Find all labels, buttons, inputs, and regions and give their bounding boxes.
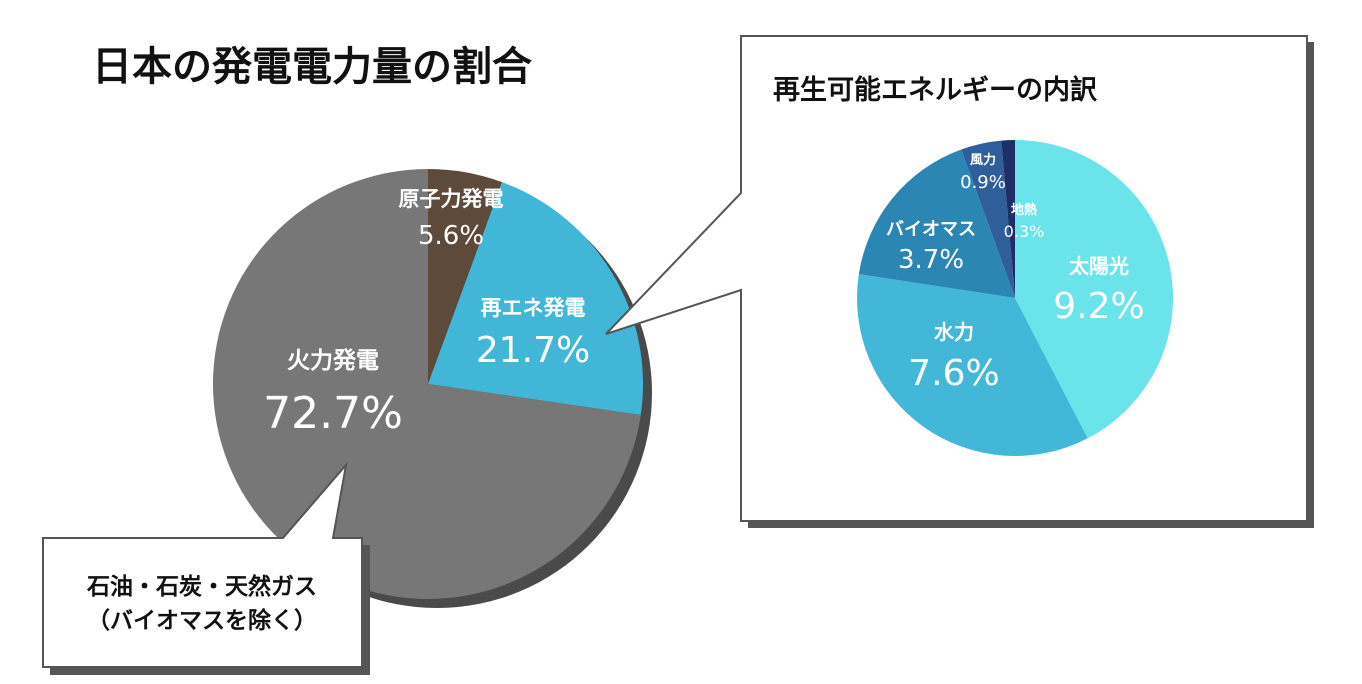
breakdown-slice-value-1: 7.6% (908, 353, 999, 394)
callout-line-1: 石油・石炭・天然ガス (86, 573, 317, 600)
main-slice-value-1: 21.7% (476, 330, 590, 371)
breakdown-slice-label-3: 風力 (970, 152, 996, 168)
breakdown-slice-0 (1015, 140, 1173, 439)
main-slice-label-2: 火力発電 (287, 348, 379, 374)
breakdown-slice-value-2: 3.7% (898, 245, 964, 275)
thermal-callout: 石油・石炭・天然ガス （バイオマスを除く） (42, 461, 370, 675)
main-slice-label-1: 再エネ発電 (481, 296, 586, 320)
breakdown-slice-1 (857, 274, 1088, 456)
breakdown-pie: 太陽光 9.2% 水力 7.6% バイオマス 3.7% 風力 0.9% 地熱 0.3% (857, 140, 1173, 456)
main-slice-2 (212, 169, 641, 599)
main-slice-0 (428, 169, 503, 384)
main-slice-value-2: 72.7% (263, 388, 403, 439)
breakdown-slice-label-1: 水力 (934, 320, 974, 344)
breakdown-slice-value-3: 0.9% (960, 172, 1006, 193)
breakdown-slice-2 (858, 149, 1015, 298)
callout-box (42, 461, 363, 668)
breakdown-slice-value-0: 9.2% (1053, 286, 1144, 327)
breakdown-slice-label-2: バイオマス (886, 219, 976, 240)
main-title: 日本の発電電力量の割合 (92, 44, 532, 90)
breakdown-slice-label-0: 太陽光 (1069, 254, 1129, 278)
main-slice-label-0: 原子力発電 (399, 187, 504, 211)
breakdown-slice-3 (961, 140, 1015, 298)
main-slice-value-0: 5.6% (418, 221, 484, 251)
breakdown-slice-value-4: 0.3% (1004, 222, 1045, 241)
callout-line-2: （バイオマスを除く） (87, 607, 317, 634)
breakdown-title: 再生可能エネルギーの内訳 (773, 74, 1098, 106)
main-slice-1 (428, 182, 643, 415)
breakdown-slice-label-4: 地熱 (1011, 202, 1037, 218)
breakdown-slice-4 (1001, 140, 1015, 298)
